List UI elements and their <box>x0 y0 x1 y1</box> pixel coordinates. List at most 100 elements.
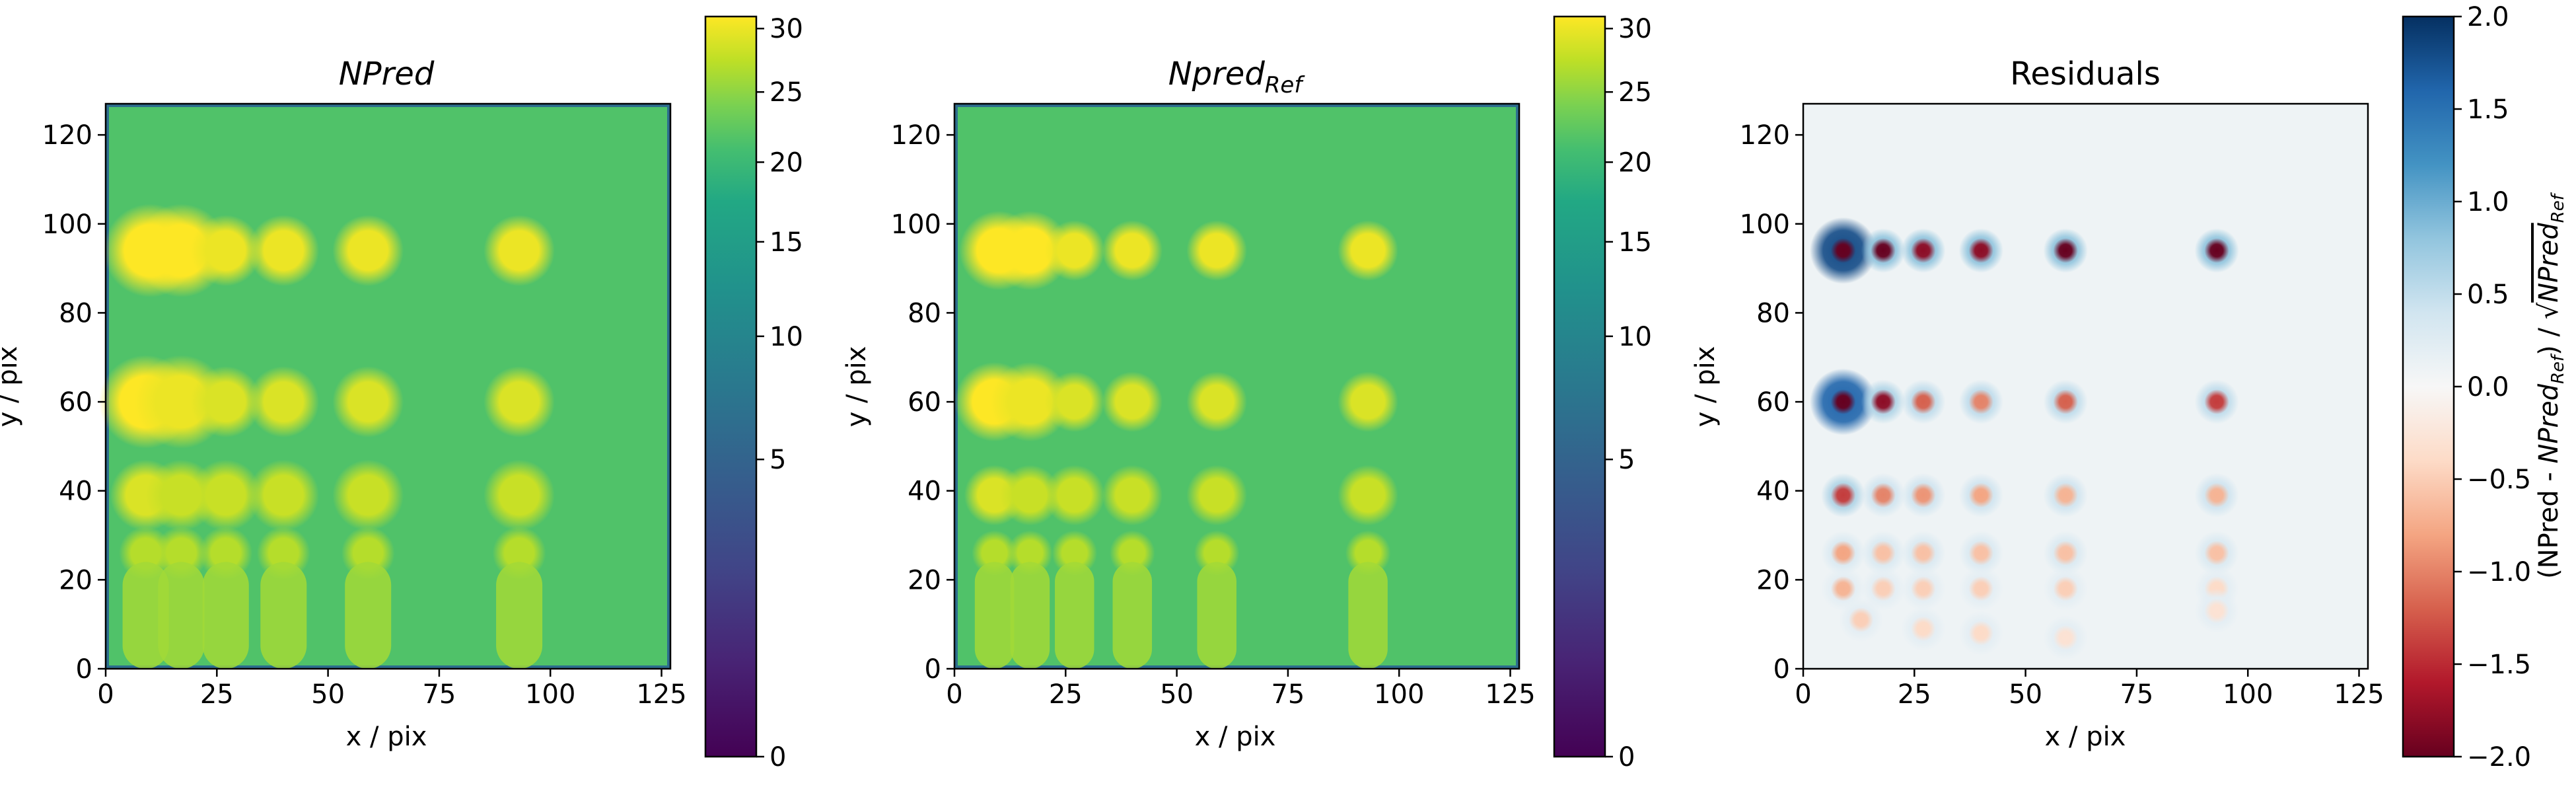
y-tick-label: 60 <box>1756 387 1790 418</box>
source-blob <box>496 562 543 669</box>
source-blob <box>122 562 169 669</box>
y-tick-label: 100 <box>1740 209 1790 240</box>
y-tick-label: 60 <box>908 387 941 418</box>
source-blob <box>190 215 262 287</box>
npred-ref-x-ticks: 0 25 50 75 100 125 <box>946 669 1536 710</box>
residuals-heatmap <box>1803 104 2368 669</box>
colorbar-tick-label: 10 <box>769 322 803 352</box>
residual-core <box>1910 389 1936 414</box>
residual-core <box>2053 576 2079 601</box>
colorbar-tick-label: 0.0 <box>2467 372 2509 402</box>
y-tick-label: 40 <box>59 476 92 507</box>
npred-ref-colorbar <box>1553 15 1606 758</box>
x-tick-label: 125 <box>2334 679 2384 710</box>
residual-core <box>2204 482 2229 508</box>
source-blob <box>248 459 320 531</box>
x-tick-label: 50 <box>1160 679 1194 710</box>
source-blob <box>1197 562 1236 669</box>
residual-core <box>1968 576 1994 601</box>
npred-ref-title-sub: Ref <box>1265 72 1306 98</box>
residual-core <box>2053 389 2079 414</box>
residual-core <box>2053 238 2079 264</box>
y-tick-label: 20 <box>59 565 92 595</box>
source-blob <box>1044 220 1105 281</box>
colorbar-tick-label: 5 <box>1618 445 1635 475</box>
y-tick-label: 60 <box>59 387 92 418</box>
source-blob <box>1102 371 1163 432</box>
source-blob <box>483 215 555 287</box>
x-tick-label: 75 <box>2120 679 2153 710</box>
residual-core <box>1910 576 1936 601</box>
residual-core <box>1871 238 1896 264</box>
source-blob <box>1338 220 1398 281</box>
residual-core <box>1968 621 1994 646</box>
source-blob <box>190 459 262 531</box>
residuals-x-ticks: 0 25 50 75 100 125 <box>1795 669 2384 710</box>
y-tick-label: 80 <box>908 298 941 328</box>
colorbar-tick-label: 30 <box>769 14 803 44</box>
residual-core <box>1830 541 1856 566</box>
x-tick-label: 75 <box>1271 679 1305 710</box>
source-blob <box>1345 530 1391 576</box>
npred-colorbar-ticks: 0 5 10 15 20 25 30 <box>756 14 803 773</box>
source-blob <box>1044 371 1105 432</box>
residuals-title: Residuals <box>2010 56 2161 93</box>
npred-colorbar <box>704 15 758 758</box>
y-tick-label: 0 <box>76 654 92 685</box>
colorbar-tick-label: 25 <box>1618 77 1652 108</box>
cbar-label-part-0: (NPred - <box>2534 464 2564 579</box>
colorbar-tick-label: −1.0 <box>2467 557 2531 587</box>
residual-core <box>2204 598 2229 624</box>
colorbar-tick-label: 5 <box>769 445 786 475</box>
colorbar-tick-label: −0.5 <box>2467 465 2531 495</box>
residual-core <box>1830 389 1856 414</box>
source-blob <box>972 530 1017 576</box>
y-tick-label: 80 <box>1756 298 1790 328</box>
source-blob <box>990 211 1070 291</box>
residual-core <box>1830 576 1856 601</box>
y-tick-label: 100 <box>891 209 941 240</box>
residual-core <box>2204 541 2229 566</box>
source-blob <box>248 215 320 287</box>
residual-core <box>1968 389 1994 414</box>
y-tick-label: 100 <box>42 209 92 240</box>
y-tick-label: 80 <box>59 298 92 328</box>
source-blob <box>1348 562 1388 669</box>
source-blob <box>1052 530 1098 576</box>
y-tick-label: 120 <box>42 120 92 151</box>
x-tick-label: 100 <box>525 679 575 710</box>
npred-title: NPred <box>339 56 435 93</box>
y-tick-label: 120 <box>1740 120 1790 151</box>
residual-core <box>2204 389 2229 414</box>
residual-core <box>1871 482 1896 508</box>
residual-core <box>1968 238 1994 264</box>
colorbar-tick-label: 1.0 <box>2467 187 2509 217</box>
source-blob <box>1102 465 1163 526</box>
source-blob <box>1186 371 1247 432</box>
source-blob <box>990 361 1070 442</box>
npred-xlabel: x / pix <box>346 722 427 752</box>
residual-core <box>1910 482 1936 508</box>
y-tick-label: 120 <box>891 120 941 151</box>
source-blob <box>999 465 1061 526</box>
source-blob <box>248 366 320 437</box>
source-blob <box>1186 465 1247 526</box>
residuals-frame <box>1802 102 2369 670</box>
source-blob <box>190 366 262 437</box>
source-blob <box>1109 530 1155 576</box>
x-tick-label: 25 <box>200 679 234 710</box>
residuals-colorbar-ticks: 2.0 1.5 1.0 0.5 0.0 −0.5 −1.0 −1.5 −2.0 <box>2454 2 2531 773</box>
x-tick-label: 125 <box>636 679 686 710</box>
residual-core <box>1871 541 1896 566</box>
residual-core <box>1848 607 1874 632</box>
residual-core <box>1830 482 1856 508</box>
colorbar-tick-label: −2.0 <box>2467 742 2531 773</box>
x-tick-label: 0 <box>97 679 114 710</box>
residuals-xlabel: x / pix <box>2045 722 2126 752</box>
y-tick-label: 40 <box>1756 476 1790 507</box>
colorbar-tick-label: 0 <box>769 742 786 773</box>
npred-ref-frame <box>953 102 1521 670</box>
x-tick-label: 125 <box>1485 679 1535 710</box>
